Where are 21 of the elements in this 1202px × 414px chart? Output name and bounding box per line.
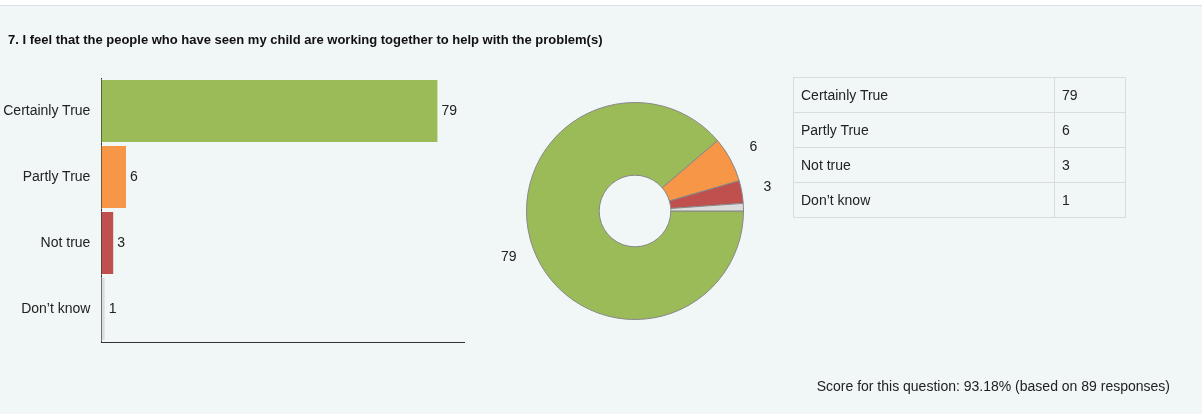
y-tick-label: Not true xyxy=(40,233,91,250)
data-label: 6 xyxy=(129,167,138,184)
data-label: 79 xyxy=(501,248,517,265)
text: Score for this question: 93.18% (based on 89 responses) xyxy=(816,378,1170,394)
category-label: Not true xyxy=(793,147,1055,183)
y-tick-label: Certainly True xyxy=(3,101,91,118)
data-label: 1 xyxy=(1054,182,1126,218)
data-label: 3 xyxy=(1054,147,1126,183)
data-label: 3 xyxy=(117,233,126,250)
chart-title: 7. I feel that the people who have seen my child are working together to help with the problem(s) xyxy=(8,32,603,47)
data-label: 6 xyxy=(749,138,758,155)
data-label: 79 xyxy=(1054,77,1126,113)
data-label: 6 xyxy=(1054,112,1126,148)
data-label: 3 xyxy=(763,178,772,195)
category-label: Don’t know xyxy=(793,182,1055,218)
data-label: 1 xyxy=(108,299,117,316)
category-label: Partly True xyxy=(793,112,1055,148)
y-tick-label: Partly True xyxy=(22,167,91,184)
data-label: 79 xyxy=(441,101,458,118)
y-tick-label: Don’t know xyxy=(21,299,92,316)
category-label: Certainly True xyxy=(793,77,1055,113)
